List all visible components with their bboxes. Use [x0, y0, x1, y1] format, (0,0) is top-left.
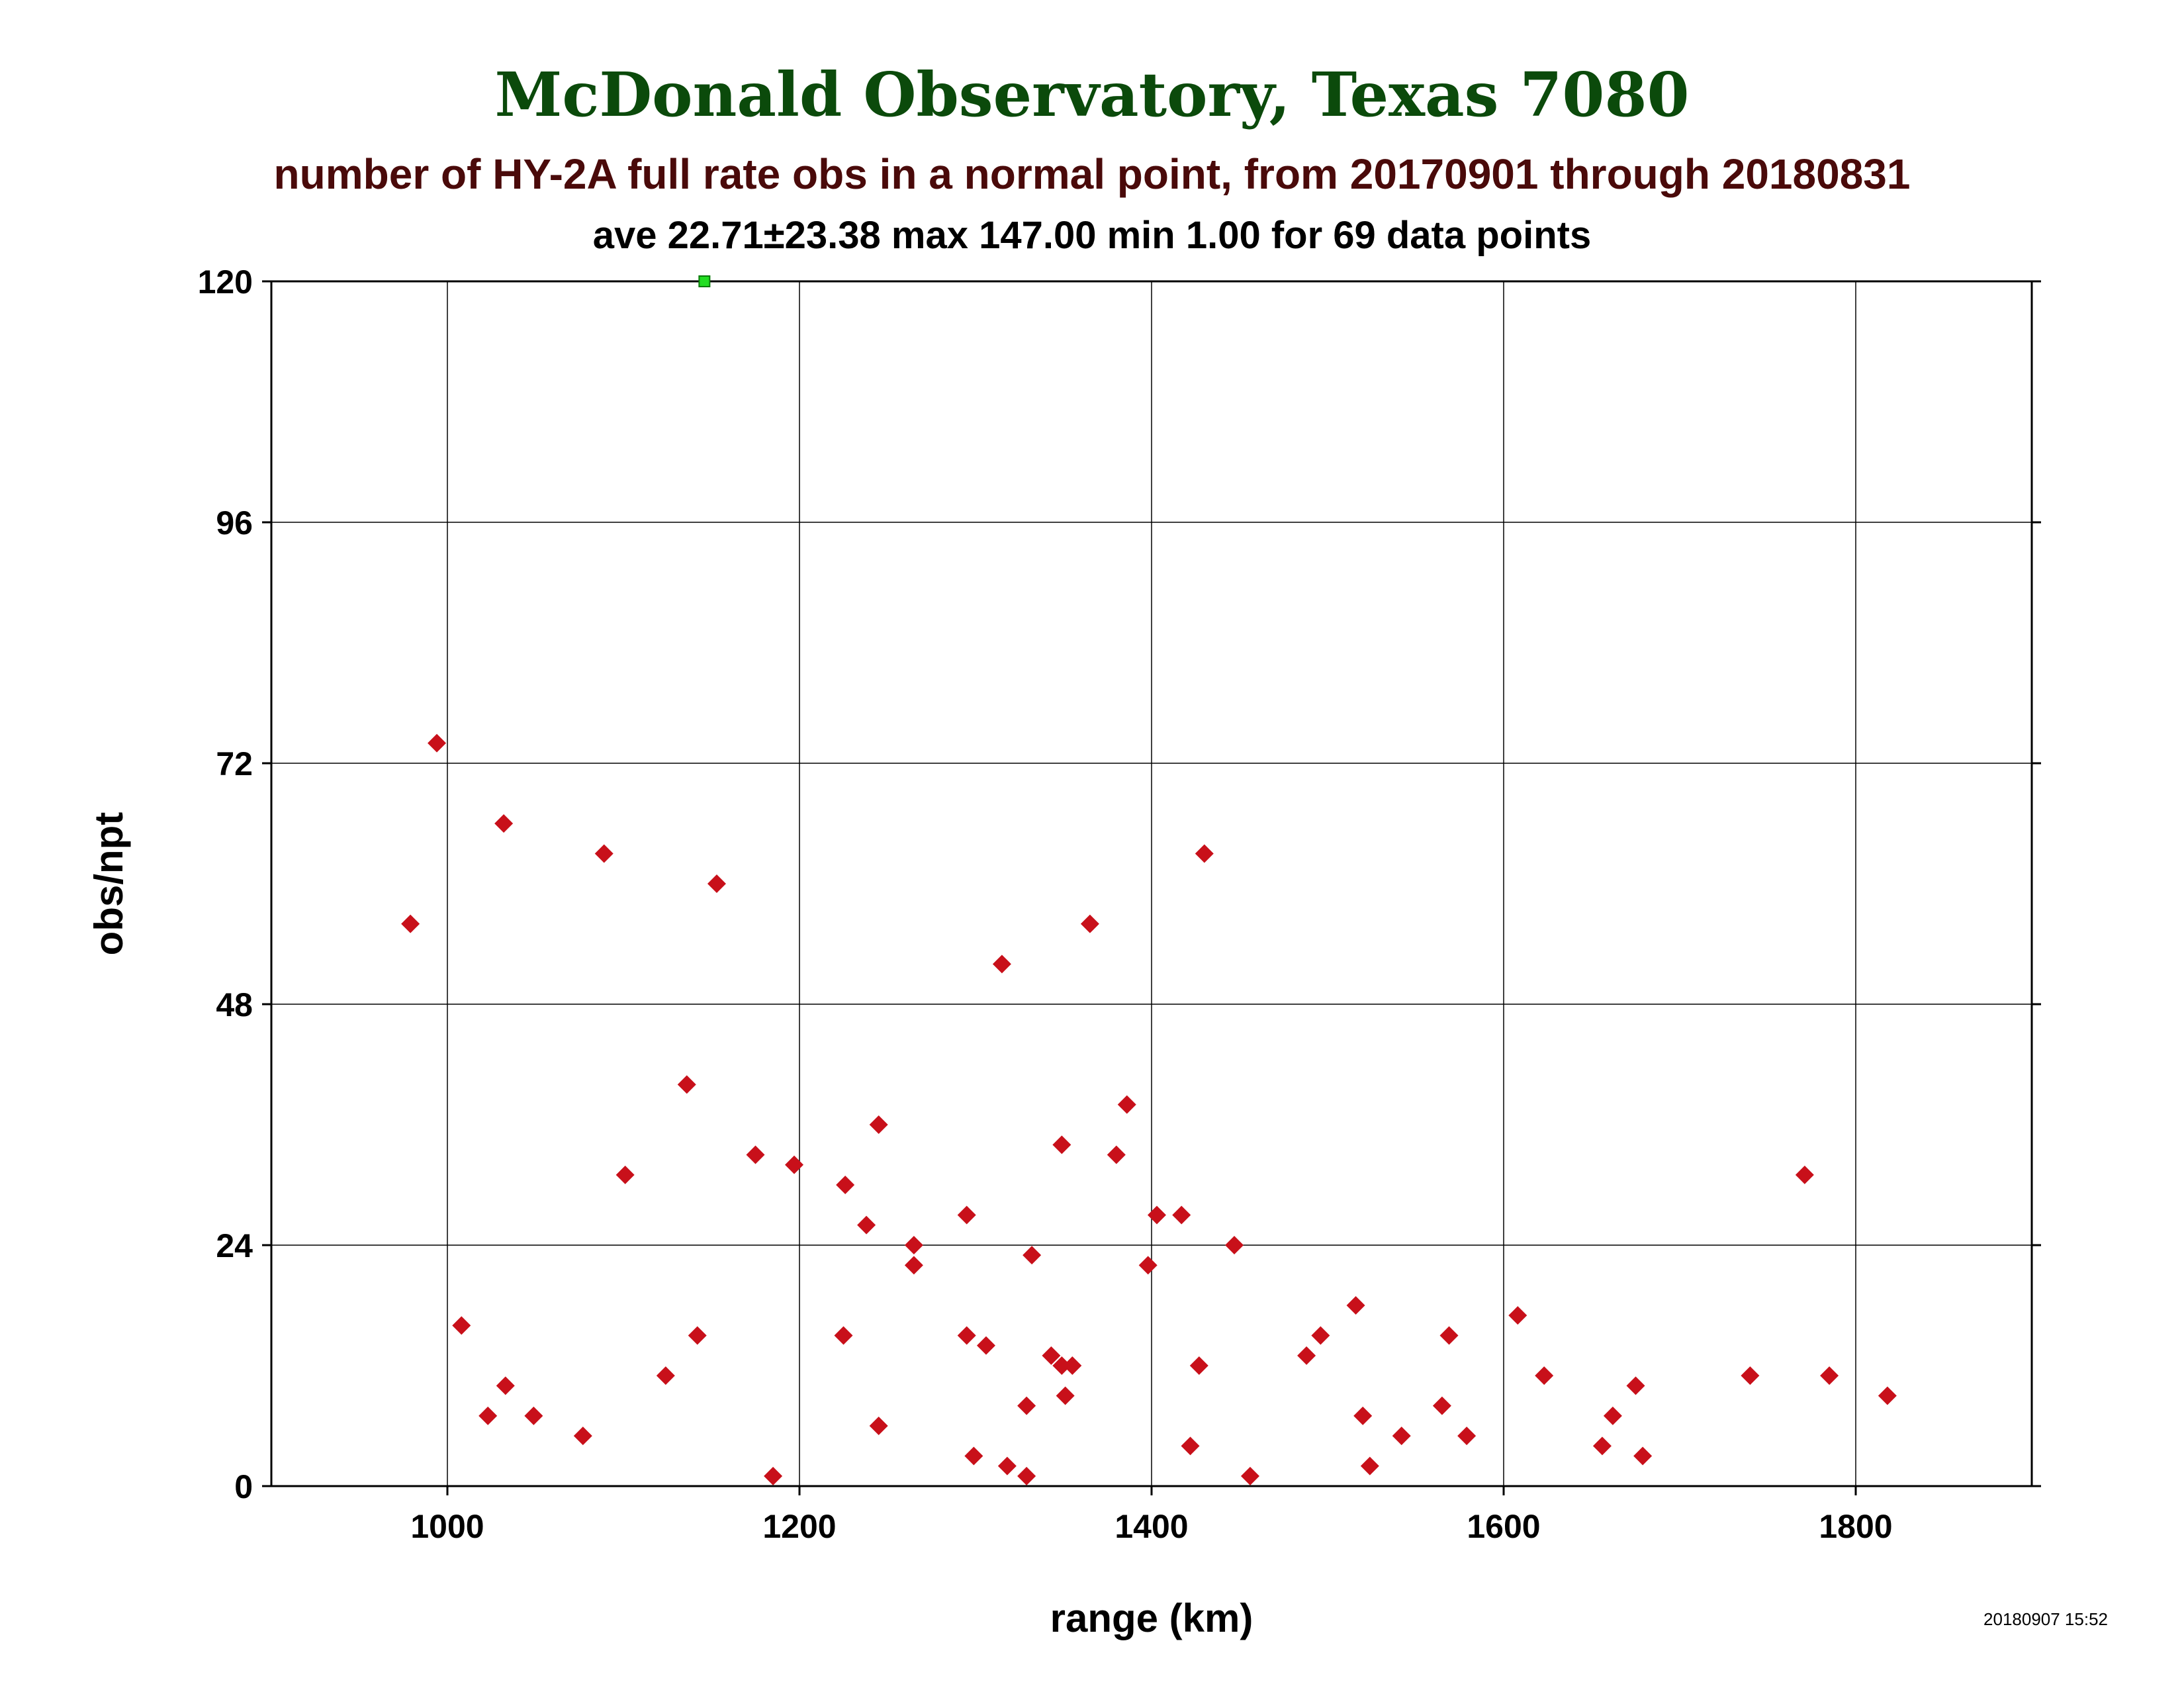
data-point	[1052, 1356, 1071, 1375]
data-point	[957, 1205, 976, 1225]
data-point	[1225, 1236, 1244, 1254]
data-point	[428, 733, 447, 753]
data-point	[1633, 1446, 1653, 1466]
data-point	[1195, 844, 1214, 863]
data-point	[976, 1336, 995, 1355]
data-point	[904, 1256, 923, 1275]
data-point	[707, 874, 726, 893]
data-point	[1052, 1135, 1071, 1154]
data-point	[524, 1406, 543, 1425]
y-tick-label: 72	[216, 745, 253, 782]
y-axis-label: obs/npt	[87, 812, 131, 956]
data-point	[615, 1165, 635, 1184]
x-tick-label: 1400	[1115, 1508, 1188, 1545]
data-point	[1147, 1205, 1166, 1225]
data-point	[1508, 1306, 1527, 1325]
data-point	[764, 1466, 783, 1485]
data-point	[1107, 1145, 1126, 1164]
data-point	[836, 1176, 855, 1194]
data-point	[1240, 1466, 1259, 1485]
data-point	[1181, 1436, 1200, 1456]
data-point	[1042, 1346, 1061, 1365]
x-tick-label: 1600	[1467, 1508, 1540, 1545]
data-point	[656, 1366, 675, 1385]
data-point	[1360, 1456, 1379, 1476]
x-tick-label: 1800	[1819, 1508, 1892, 1545]
data-point	[1353, 1406, 1373, 1425]
axis-ticks: 1000 1200 1400 1600 1800 0 24 48 72 96 120	[198, 263, 2041, 1545]
chart-subtitle: number of HY-2A full rate obs in a norma…	[274, 150, 1911, 198]
data-point	[452, 1316, 471, 1335]
timestamp: 20180907 15:52	[1983, 1609, 2108, 1629]
data-point	[594, 844, 614, 863]
data-point	[785, 1155, 804, 1174]
data-point	[1017, 1396, 1036, 1415]
data-point	[1535, 1366, 1554, 1385]
data-point	[1063, 1356, 1082, 1375]
data-point	[1138, 1256, 1158, 1275]
data-point	[746, 1145, 765, 1164]
data-point	[869, 1115, 888, 1134]
grid	[271, 281, 2032, 1487]
data-point	[1056, 1386, 1075, 1405]
data-point	[957, 1326, 976, 1345]
data-point	[494, 814, 514, 833]
data-point	[1080, 914, 1099, 933]
chart-title: McDonald Observatory, Texas 7080	[495, 59, 1690, 130]
data-point	[1439, 1326, 1459, 1345]
chart-stats: ave 22.71±23.38 max 147.00 min 1.00 for …	[593, 214, 1591, 257]
data-point	[1457, 1427, 1477, 1446]
data-point	[964, 1446, 983, 1466]
x-axis-label: range (km)	[1050, 1596, 1253, 1640]
off-scale-marker	[698, 275, 711, 287]
data-point	[1592, 1436, 1612, 1456]
data-point	[1392, 1427, 1411, 1446]
data-point	[1017, 1466, 1036, 1485]
data-point	[1795, 1165, 1814, 1184]
data-point	[573, 1427, 592, 1446]
data-point	[1432, 1396, 1451, 1415]
data-point	[677, 1075, 696, 1094]
data-point	[1626, 1376, 1645, 1395]
data-point	[1820, 1366, 1839, 1385]
data-point	[1172, 1205, 1191, 1225]
y-tick-label: 120	[198, 263, 253, 301]
y-tick-label: 0	[234, 1468, 253, 1505]
data-point	[478, 1406, 498, 1425]
data-point	[904, 1236, 923, 1254]
data-point	[496, 1376, 515, 1395]
y-tick-label: 48	[216, 986, 253, 1023]
x-tick-label: 1200	[762, 1508, 836, 1545]
y-tick-label: 96	[216, 504, 253, 541]
data-point	[857, 1215, 876, 1235]
data-point	[1023, 1246, 1042, 1265]
data-point	[1189, 1356, 1208, 1375]
x-tick-label: 1000	[410, 1508, 484, 1545]
data-point	[1311, 1326, 1330, 1345]
data-point	[834, 1326, 853, 1345]
data-point	[1117, 1095, 1136, 1114]
data-point	[992, 955, 1011, 974]
data-point	[688, 1326, 707, 1345]
data-point	[997, 1456, 1017, 1476]
data-point	[1297, 1346, 1316, 1365]
y-tick-label: 24	[216, 1227, 253, 1264]
data-point	[1878, 1386, 1897, 1405]
data-point	[869, 1417, 888, 1435]
data-points	[401, 275, 1897, 1485]
data-point	[1741, 1366, 1760, 1385]
data-point	[401, 914, 420, 933]
data-point	[1603, 1406, 1622, 1425]
data-point	[1346, 1296, 1365, 1315]
